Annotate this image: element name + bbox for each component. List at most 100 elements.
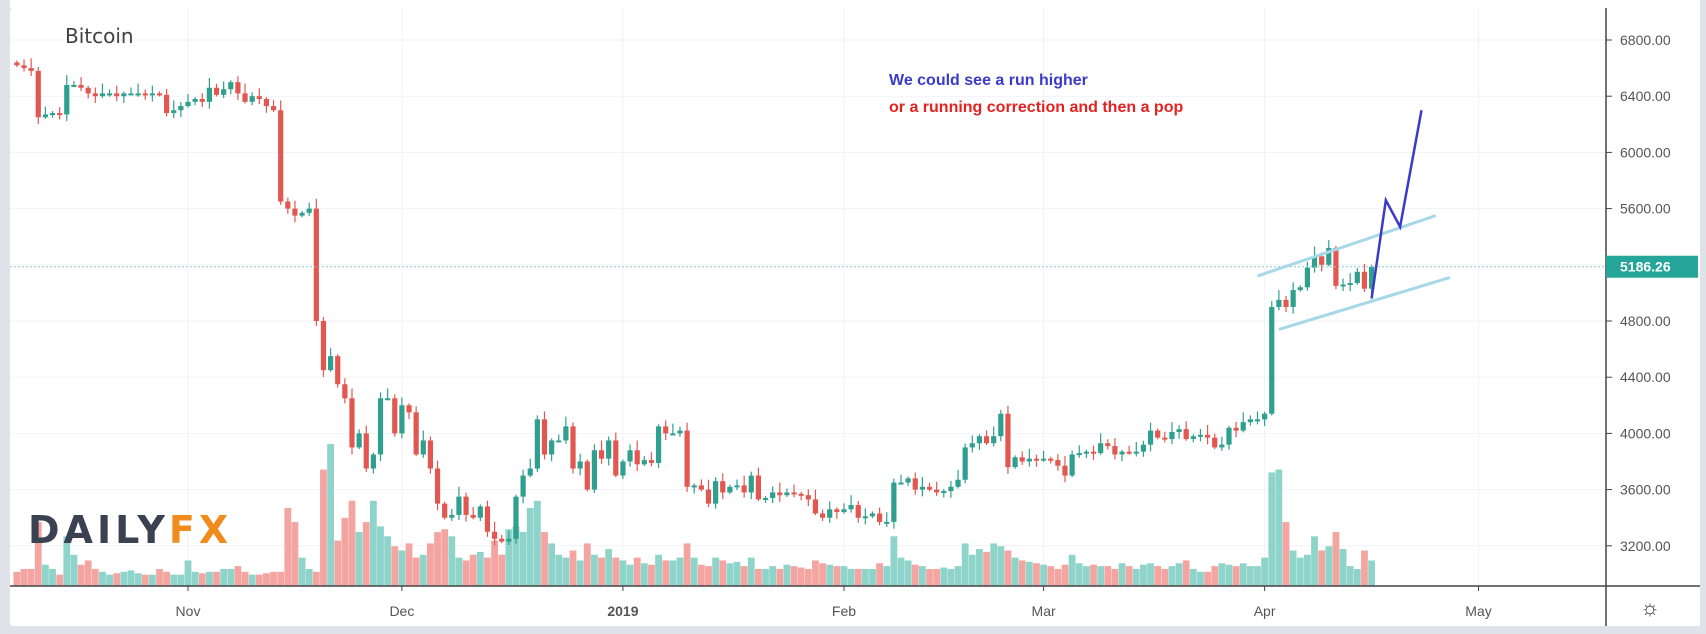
candle (584, 459, 590, 492)
candle (1169, 422, 1175, 445)
candle-body (534, 419, 540, 469)
candle-body (456, 496, 462, 515)
price-tick-label: 3200.00 (1620, 538, 1671, 554)
volume-bar (911, 564, 919, 586)
candle (1262, 411, 1268, 427)
candle (777, 482, 783, 502)
candle-body (313, 208, 319, 321)
candle (313, 198, 319, 327)
candle (527, 458, 533, 478)
volume-bar (947, 568, 955, 586)
candle-body (841, 509, 847, 513)
candle-body (1062, 465, 1068, 476)
candle (456, 486, 462, 520)
candle (71, 81, 77, 87)
volume-bar (1054, 568, 1062, 586)
candle-body (955, 479, 961, 487)
volume-bar (918, 566, 926, 586)
volume-bar (327, 444, 334, 586)
volume-bar (455, 557, 463, 586)
candle-body (884, 521, 890, 524)
candle-body (1340, 284, 1346, 287)
candle (484, 500, 491, 537)
candle-body (406, 405, 412, 413)
volume-bar (954, 566, 962, 586)
candle (256, 88, 262, 105)
candle-body (1326, 247, 1332, 265)
candle-body (199, 99, 205, 102)
gear-icon[interactable]: ☼ (1639, 595, 1661, 620)
candle (1062, 455, 1068, 483)
candle (834, 507, 840, 519)
candle-body (834, 509, 840, 513)
candle (499, 534, 505, 544)
candle (812, 489, 819, 516)
candle (855, 501, 861, 523)
candle-body (1162, 437, 1168, 440)
candle (249, 92, 255, 106)
candle (363, 425, 369, 472)
candle-body (1262, 413, 1268, 420)
candle-body (121, 93, 127, 97)
candle-body (1055, 460, 1061, 466)
candle-body (292, 208, 298, 216)
volume-bar (1311, 536, 1318, 586)
candle-body (213, 87, 220, 95)
volume-bar (847, 568, 855, 586)
candle-body (606, 440, 612, 459)
candle-body (413, 412, 419, 455)
candle (591, 444, 598, 493)
volume-bar (676, 557, 684, 586)
candle (228, 80, 234, 95)
volume-bar (1011, 557, 1019, 586)
candle (1354, 267, 1360, 285)
candle (320, 317, 327, 377)
candle-body (335, 356, 341, 385)
candle (1333, 245, 1339, 290)
volume-bar (505, 529, 513, 586)
volume-bar (1075, 563, 1083, 586)
candle-body (1147, 430, 1154, 445)
candle (698, 479, 704, 492)
time-tick-label: Dec (389, 603, 414, 619)
volume-bar (1239, 563, 1247, 586)
volume-bar (869, 568, 876, 586)
volume-bar (1325, 546, 1333, 586)
candle-body (249, 96, 255, 102)
volume-bar (897, 557, 905, 586)
candle (770, 486, 776, 504)
candle (1033, 454, 1040, 467)
candle-body (1226, 427, 1232, 445)
last-price-badge (1606, 255, 1698, 278)
candle-body (1069, 454, 1075, 476)
candle-body (235, 82, 241, 94)
candle-body (655, 426, 662, 463)
volume-bar (1339, 549, 1347, 586)
candle-body (1319, 256, 1325, 265)
candle-body (1105, 443, 1111, 447)
volume-bar (134, 573, 142, 586)
volume-bar (940, 567, 948, 586)
volume-bar (1125, 566, 1133, 586)
volume-bar (1090, 564, 1097, 586)
candle-body (891, 482, 897, 522)
candle-body (1005, 413, 1011, 468)
volume-bar (205, 571, 213, 586)
volume-bar (1189, 568, 1197, 586)
candle (449, 508, 455, 522)
candle (427, 436, 434, 474)
candle (955, 469, 961, 489)
candle (156, 91, 163, 97)
candle-body (442, 503, 448, 518)
candle-body (556, 440, 562, 443)
candle-body (149, 93, 155, 96)
volume-bar (156, 568, 163, 586)
candle-body (35, 70, 41, 118)
candle (349, 388, 355, 455)
volume-bar (270, 571, 277, 586)
candle (1290, 282, 1296, 314)
candle-body (727, 486, 733, 493)
candle (713, 477, 719, 509)
candle-body (128, 93, 134, 96)
